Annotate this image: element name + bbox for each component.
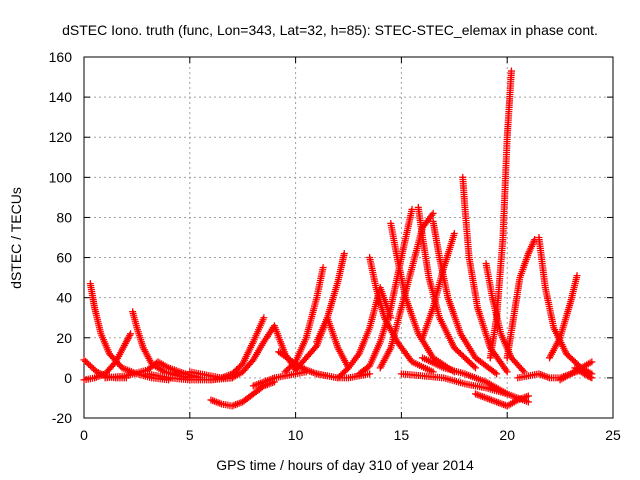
x-tick-label: 25 [605,427,621,443]
data-point [588,374,596,382]
data-point [90,365,98,373]
series [414,203,479,372]
data-point [588,358,596,366]
data-point [524,398,532,406]
x-tick-label: 0 [80,427,88,443]
series [334,284,395,382]
x-tick-label: 15 [394,427,410,443]
data-point [311,343,319,351]
data-points [80,67,596,410]
series [207,378,278,410]
data-point [126,331,134,339]
y-tick-label: 60 [56,250,72,266]
series [80,330,135,384]
y-tick-label: 20 [56,330,72,346]
data-point [85,360,93,368]
series [281,264,327,376]
series [419,229,458,342]
data-point [429,209,437,217]
data-point [519,366,527,374]
data-point [471,364,479,372]
data-point [493,370,501,378]
axis-ticks: 0 5 10 15 20 25 -20 0 20 40 60 80 100 120 140 160 [49,49,621,443]
data-point [366,370,374,378]
series [207,314,268,384]
y-tick-label: 0 [64,370,72,386]
data-point [127,330,135,338]
series [503,236,539,362]
series [249,368,310,390]
series [397,370,511,398]
series [459,173,511,376]
y-tick-label: 120 [49,129,73,145]
chart-title: dSTEC Iono. truth (func, Lon=343, Lat=32… [62,22,598,38]
data-point [470,362,478,370]
x-tick-label: 10 [288,427,304,443]
series [313,250,348,346]
data-point [582,371,590,379]
series [429,217,501,378]
series [571,364,596,382]
data-point [586,373,594,381]
x-tick-label: 20 [499,427,515,443]
series [556,358,596,384]
y-axis-label: dSTEC / TECUs [8,187,24,289]
y-tick-label: 100 [49,169,73,185]
y-tick-label: 80 [56,209,72,225]
series [486,67,515,362]
x-tick-label: 5 [186,427,194,443]
series [535,234,596,378]
series [143,370,236,384]
y-tick-label: -20 [52,410,72,426]
series [355,205,416,378]
data-point [340,250,348,258]
data-point [83,359,91,367]
y-tick-label: 40 [56,290,72,306]
plot-frame [83,56,614,419]
series [546,272,581,362]
data-point [408,205,416,213]
data-point [573,272,581,280]
y-tick-label: 140 [49,89,73,105]
series [376,209,437,372]
y-tick-label: 160 [49,49,73,65]
x-axis-label: GPS time / hours of day 310 of year 2014 [216,457,474,473]
data-point [80,356,88,364]
data-point [82,357,90,365]
data-point [86,362,94,370]
data-point [503,368,511,376]
data-point [524,392,532,400]
series [228,322,300,382]
data-point [260,314,268,322]
series [471,390,532,410]
data-point [491,369,499,377]
data-point [88,363,96,371]
series [86,280,173,384]
data-point [319,264,327,272]
data-point [450,229,458,237]
data-point [507,67,515,75]
